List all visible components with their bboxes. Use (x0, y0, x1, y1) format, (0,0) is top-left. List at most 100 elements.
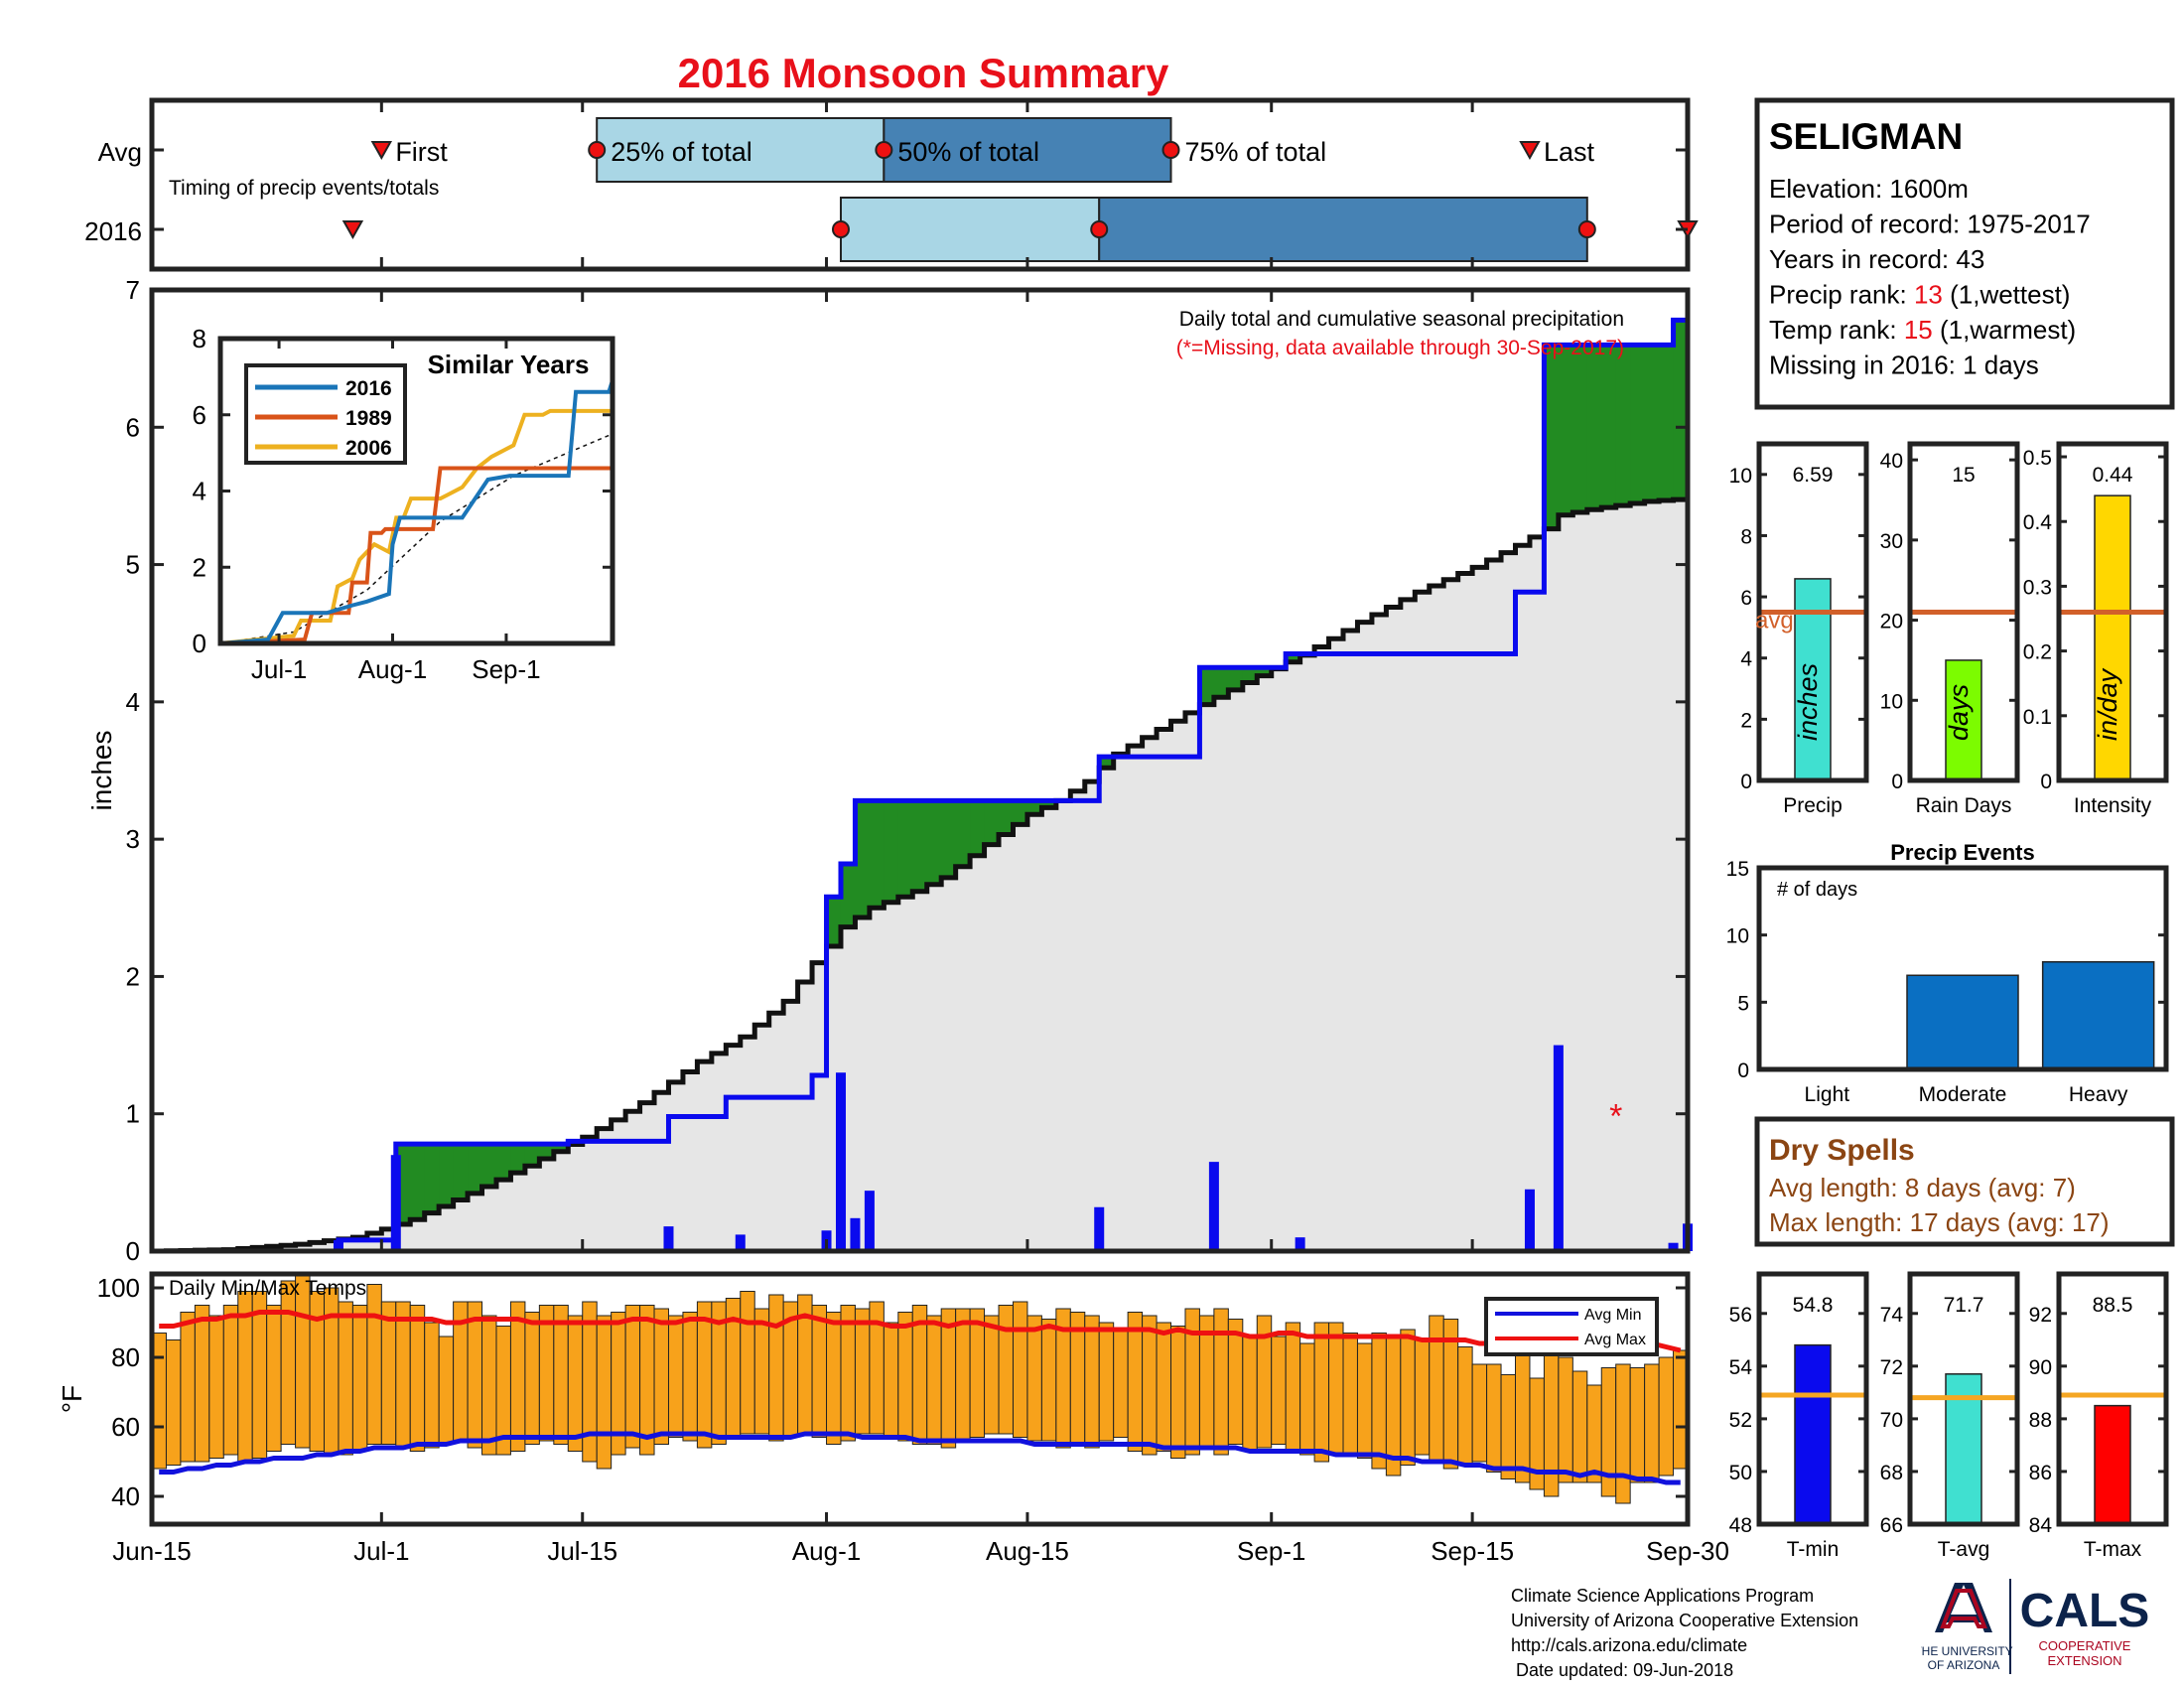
intensity-tick-label: 0.1 (2023, 706, 2052, 729)
station-info-line: Elevation: 1600m (1769, 174, 1969, 204)
daily-temp-bar (1026, 1315, 1042, 1442)
surplus-band (453, 1144, 469, 1200)
surplus-band (1099, 757, 1115, 769)
daily-temp-bar (180, 1312, 196, 1463)
daily-precip-bar (1668, 1242, 1679, 1251)
y-tick-label: 6 (126, 412, 140, 442)
daily-temp-bar (295, 1273, 311, 1449)
surplus-band (410, 1144, 426, 1220)
x-tick-label: Aug-1 (792, 1536, 861, 1566)
surplus-band (926, 800, 942, 885)
inset-y-tick-label: 6 (193, 400, 206, 430)
t_avg-tick-label: 68 (1880, 1462, 1903, 1484)
daily-temp-bar (596, 1315, 613, 1470)
figure-title: 2016 Monsoon Summary (678, 50, 1169, 96)
surplus-band (1673, 320, 1689, 500)
event-category-label: Light (1805, 1083, 1850, 1106)
surplus-band (884, 800, 899, 903)
daily-temp-bar (567, 1315, 584, 1452)
events-title: Precip Events (1890, 840, 2035, 865)
daily-temp-bar (926, 1315, 942, 1445)
station-info-line: Period of record: 1975-2017 (1769, 210, 2091, 239)
x-tick-label: Aug-15 (986, 1536, 1069, 1566)
daily-temp-bar (1400, 1329, 1416, 1466)
temp-stats-panels: 48 50 52 54 56 54.8 T-min 66 68 70 72 74 71.7 T-avg 84… (1729, 1271, 2169, 1561)
y-tick-label: 1 (126, 1099, 140, 1129)
events-tick-label: 15 (1726, 858, 1749, 881)
dry-spells-box: Dry Spells Avg length: 8 days (avg: 7) M… (1754, 1116, 2175, 1247)
logo-cooperative: COOPERATIVE (2039, 1638, 2131, 1653)
temp-y-tick-label: 40 (111, 1481, 140, 1511)
daily-temp-bar (165, 1339, 182, 1466)
inset-title: Similar Years (428, 350, 590, 379)
credit-line: University of Arizona Cooperative Extens… (1511, 1611, 1859, 1630)
inset-x-tick-label: Aug-1 (358, 654, 427, 684)
daily-temp-bar (524, 1312, 540, 1445)
surplus-band (840, 864, 857, 927)
daily-temp-bar (222, 1305, 239, 1456)
daily-temp-bar (366, 1284, 382, 1445)
intensity-unit-label: in/day (2093, 667, 2122, 741)
daily-temp-bar (840, 1305, 856, 1442)
daily-temp-bar (1299, 1342, 1315, 1456)
temp-y-tick-label: 100 (97, 1273, 140, 1303)
temp-chart-title: Daily Min/Max Temps (169, 1277, 366, 1300)
daily-temp-bar (1515, 1349, 1531, 1483)
daily-temps-chart: 40 60 80 100 Jun-15 Jul-1 Jul-15 Aug-1 Aug-15 Sep… (57, 1271, 1729, 1566)
daily-precip-bar (864, 1191, 875, 1251)
inset-y-tick-label: 2 (193, 552, 206, 582)
surplus-band (1026, 800, 1042, 815)
x-tick-label: Jun-15 (112, 1536, 192, 1566)
block-a-outline-icon (1940, 1589, 1987, 1628)
event-bar (1906, 974, 2019, 1070)
surplus-band (955, 800, 971, 867)
daily-temp-bar (1414, 1339, 1431, 1456)
precip_total-tick-label: 4 (1740, 648, 1752, 671)
surplus-band (1013, 800, 1028, 825)
t_max-tick-label: 84 (2029, 1514, 2053, 1537)
station-info-rank: 15 (1904, 315, 1933, 345)
daily-temp-bar (1098, 1322, 1115, 1442)
daily-temp-bar (883, 1322, 899, 1438)
t_max-tick-label: 92 (2029, 1304, 2052, 1327)
daily-temp-bar (1356, 1342, 1373, 1459)
timing-quantile-marker (831, 220, 850, 238)
daily-temp-bar (1313, 1322, 1330, 1463)
timing-quantile-marker (588, 141, 607, 159)
daily-temp-bar (1127, 1312, 1144, 1452)
daily-temp-bar (553, 1305, 569, 1445)
station-info-box: SELIGMAN Elevation: 1600m Period of recor… (1754, 97, 2175, 410)
daily-precip-bar (1524, 1189, 1535, 1251)
surplus-band (539, 1144, 555, 1160)
surplus-band (1544, 345, 1560, 529)
daily-temp-bar (768, 1294, 784, 1442)
daily-temp-bar (1615, 1363, 1631, 1504)
timing-band-50-75 (883, 117, 1172, 183)
surplus-band (869, 800, 885, 909)
chart-note: Daily total and cumulative seasonal prec… (1179, 308, 1624, 331)
daily-temp-bar (582, 1301, 598, 1463)
rain_days-tick-label: 10 (1880, 690, 1903, 713)
daily-temp-bar (1371, 1333, 1387, 1470)
daily-temp-bar (1457, 1346, 1473, 1466)
t_max-bar (2094, 1404, 2131, 1525)
event-category-label: Moderate (1919, 1083, 2007, 1106)
surplus-band (495, 1144, 512, 1181)
daily-temp-bar (251, 1291, 268, 1459)
legend-label-min: Avg Min (1584, 1307, 1642, 1324)
timing-panel: First 25% of total 50% of total 75% of tota… (84, 97, 1699, 272)
t_min-xlabel: T-min (1787, 1538, 1840, 1561)
timing-year-row-label: 2016 (84, 216, 142, 246)
surplus-band (1615, 345, 1631, 506)
daily-temp-bar (309, 1291, 325, 1452)
surplus-band (970, 800, 986, 856)
credits-block: Climate Science Applications Program Uni… (1511, 1584, 1858, 1683)
timing-quantile-marker (1577, 220, 1596, 238)
timing-caption: Timing of precip events/totals (169, 177, 439, 200)
y-tick-label: 0 (126, 1236, 140, 1266)
logo-university-line1: THE UNIVERSITY (1921, 1644, 2013, 1658)
avg-cumulative-area (152, 498, 1688, 1251)
event-category-label: Heavy (2069, 1083, 2128, 1106)
surplus-band (999, 800, 1015, 835)
daily-precip-bar (850, 1217, 861, 1251)
